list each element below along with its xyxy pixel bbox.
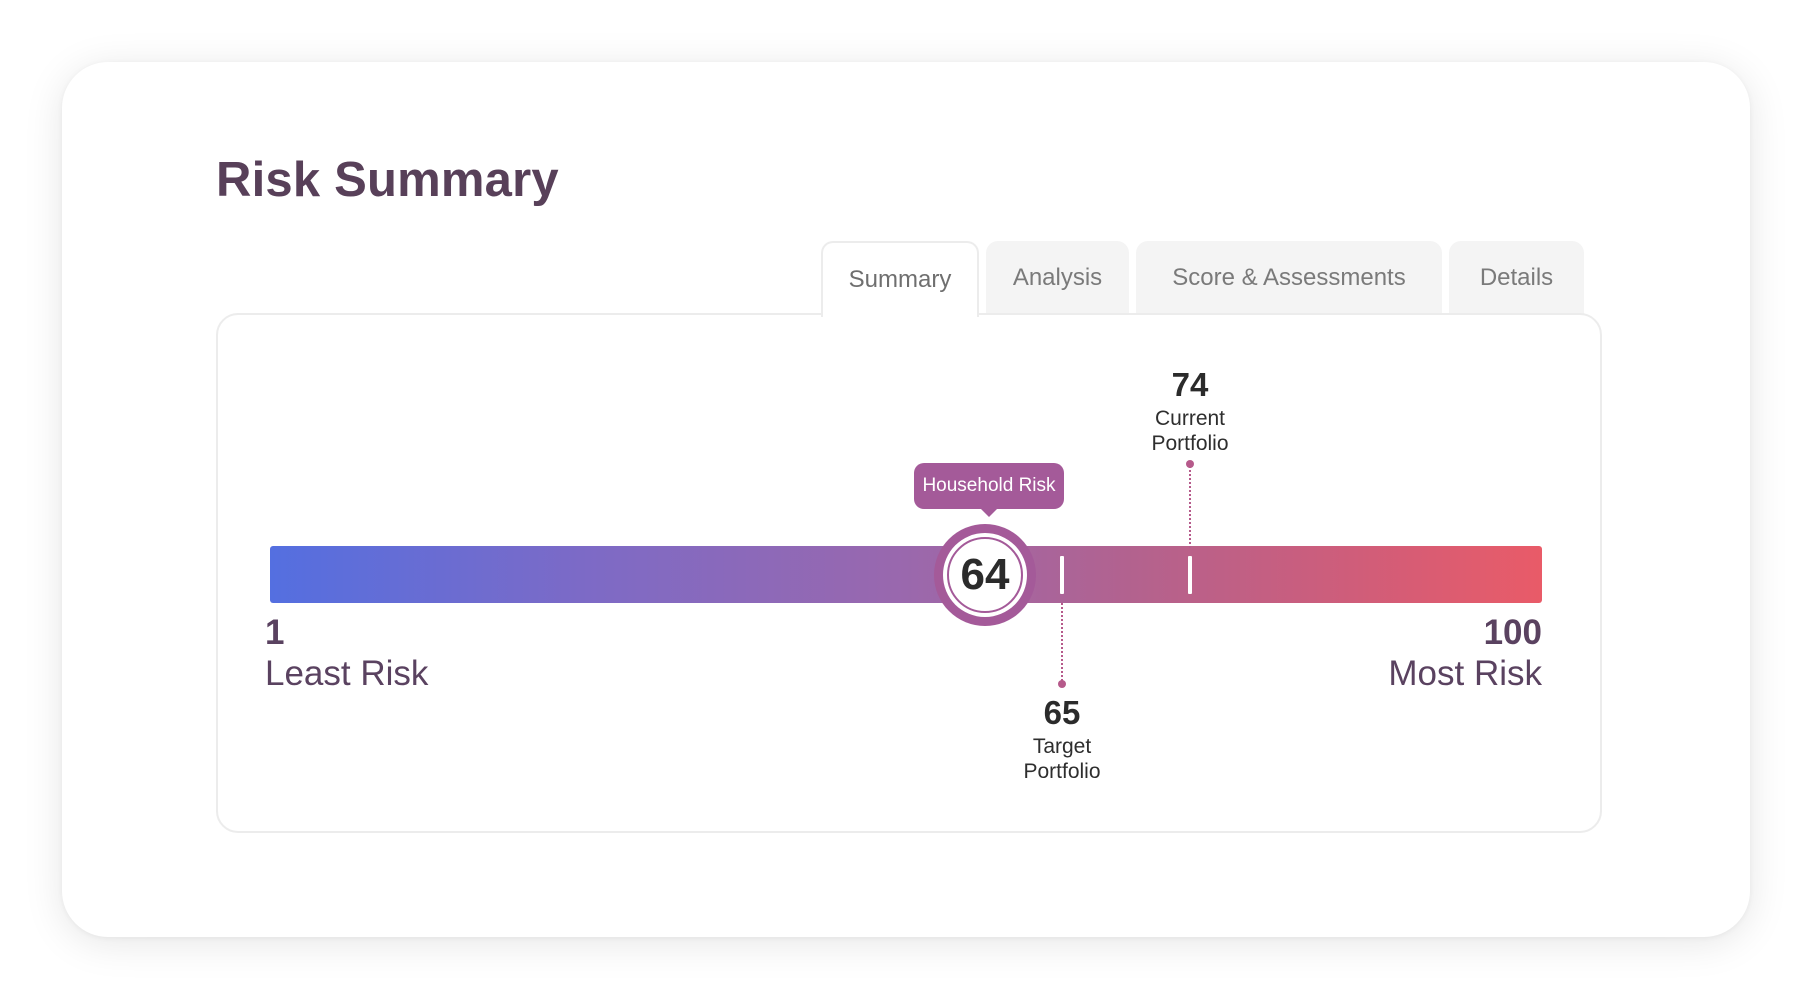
scale-max-value: 100: [1483, 613, 1542, 652]
current-portfolio-guide-line: [1189, 466, 1191, 548]
household-risk-score: 64: [947, 537, 1023, 613]
tab-analysis[interactable]: Analysis: [986, 241, 1129, 315]
household-risk-tooltip: Household Risk: [914, 463, 1064, 509]
current-portfolio-tick: [1188, 556, 1192, 594]
current-portfolio-label-line1: Current: [1154, 407, 1226, 430]
household-risk-knob[interactable]: 64: [934, 524, 1036, 626]
current-portfolio-score: 74: [1171, 366, 1209, 403]
target-portfolio-dot: [1058, 680, 1066, 688]
tab-summary[interactable]: Summary: [821, 241, 979, 317]
tooltip-arrow: [979, 507, 999, 517]
target-portfolio-label-line2: Portfolio: [1023, 760, 1101, 783]
target-portfolio-score: 65: [1043, 694, 1081, 731]
tab-details[interactable]: Details: [1449, 241, 1584, 315]
scale-min-value: 1: [265, 613, 285, 652]
page-title: Risk Summary: [216, 153, 559, 207]
tab-score-assessments[interactable]: Score & Assessments: [1136, 241, 1442, 315]
current-portfolio-label: Current Portfolio: [1120, 406, 1260, 456]
current-portfolio-label-line2: Portfolio: [1151, 432, 1229, 455]
household-risk-knob-inner: 64: [943, 533, 1027, 617]
risk-scale-bar: [270, 546, 1542, 603]
current-portfolio-dot: [1186, 460, 1194, 468]
target-portfolio-tick: [1060, 556, 1064, 594]
scale-max-label: Most Risk: [1388, 654, 1542, 693]
target-portfolio-label: Target Portfolio: [992, 734, 1132, 784]
target-portfolio-label-line1: Target: [1032, 735, 1092, 758]
target-portfolio-guide-line: [1061, 603, 1063, 685]
scale-min-label: Least Risk: [265, 654, 429, 693]
